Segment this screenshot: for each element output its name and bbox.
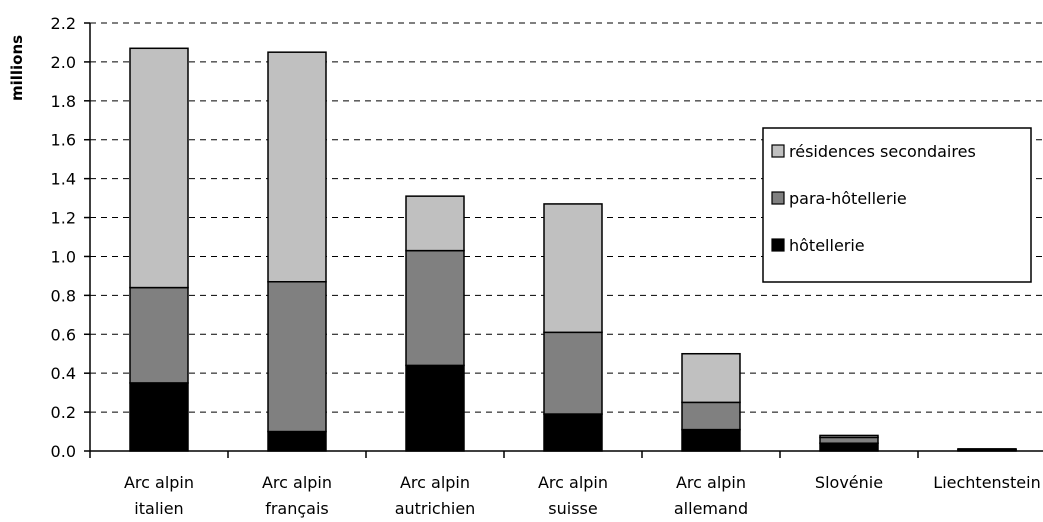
bar-segment-résidences-secondaires (957, 448, 1017, 451)
bar-segment-résidences-secondaires (543, 203, 603, 334)
x-category-label: Arc alpin (676, 473, 746, 492)
bar-segment-hôtellerie (681, 428, 741, 452)
legend-swatch (771, 191, 785, 205)
bar-segment-para-hôtellerie (681, 401, 741, 431)
bar-segment-résidences-secondaires (129, 47, 189, 289)
legend-entry: para-hôtellerie (789, 189, 907, 208)
x-category-label: Arc alpin (262, 473, 332, 492)
y-tick-label: 1.4 (51, 170, 76, 189)
bar-segment-hôtellerie (267, 430, 327, 452)
axes (89, 23, 1043, 452)
x-category-label: allemand (674, 499, 748, 518)
bar-segment-para-hôtellerie (129, 286, 189, 384)
legend: résidences secondaires para-hôtellerie hôt… (762, 127, 1032, 283)
y-tick-label: 1.8 (51, 92, 76, 111)
bars (129, 47, 1017, 452)
legend-swatch (771, 144, 785, 158)
bar-segment-résidences-secondaires (267, 51, 327, 283)
x-category-label: Arc alpin (538, 473, 608, 492)
x-category-label: italien (134, 499, 183, 518)
bar-segment-résidences-secondaires (405, 195, 465, 252)
y-tick-labels: 0.0 0.2 0.4 0.6 0.8 1.0 1.2 1.4 1.6 1.8 2.0 2.2 (51, 14, 90, 461)
y-tick-label: 0.6 (51, 325, 76, 344)
legend-swatch (771, 238, 785, 252)
bar-segment-hôtellerie (405, 364, 465, 452)
x-category-labels: Arc alpin italien Arc alpin français Arc alp… (89, 451, 1041, 518)
bar-segment-hôtellerie (819, 442, 879, 452)
x-category-label: autrichien (395, 499, 476, 518)
y-tick-label: 1.6 (51, 131, 76, 150)
x-category-label: Arc alpin (400, 473, 470, 492)
y-tick-label: 1.0 (51, 247, 76, 266)
y-tick-label: 0.0 (51, 442, 76, 461)
bar-segment-résidences-secondaires (819, 434, 879, 439)
bar-segment-hôtellerie (129, 382, 189, 452)
legend-box (762, 127, 1032, 283)
y-tick-label: 2.0 (51, 53, 76, 72)
bar-segment-para-hôtellerie (405, 249, 465, 367)
bar-segment-para-hôtellerie (267, 280, 327, 433)
legend-entry: résidences secondaires (789, 142, 976, 161)
y-axis-label: millions (8, 35, 26, 101)
y-tick-label: 2.2 (51, 14, 76, 33)
bar-segment-para-hôtellerie (819, 436, 879, 444)
bar-segment-para-hôtellerie (543, 331, 603, 415)
x-category-label: suisse (548, 499, 597, 518)
x-category-label: Arc alpin (124, 473, 194, 492)
x-category-label: français (265, 499, 329, 518)
bar-segment-résidences-secondaires (681, 352, 741, 404)
y-tick-label: 0.4 (51, 364, 76, 383)
legend-entry: hôtellerie (789, 236, 865, 255)
y-tick-label: 1.2 (51, 209, 76, 228)
y-tick-label: 0.2 (51, 403, 76, 422)
bar-segment-hôtellerie (543, 413, 603, 452)
x-category-label: Liechtenstein (933, 473, 1040, 492)
x-category-label: Slovénie (815, 473, 883, 492)
y-tick-label: 0.8 (51, 286, 76, 305)
